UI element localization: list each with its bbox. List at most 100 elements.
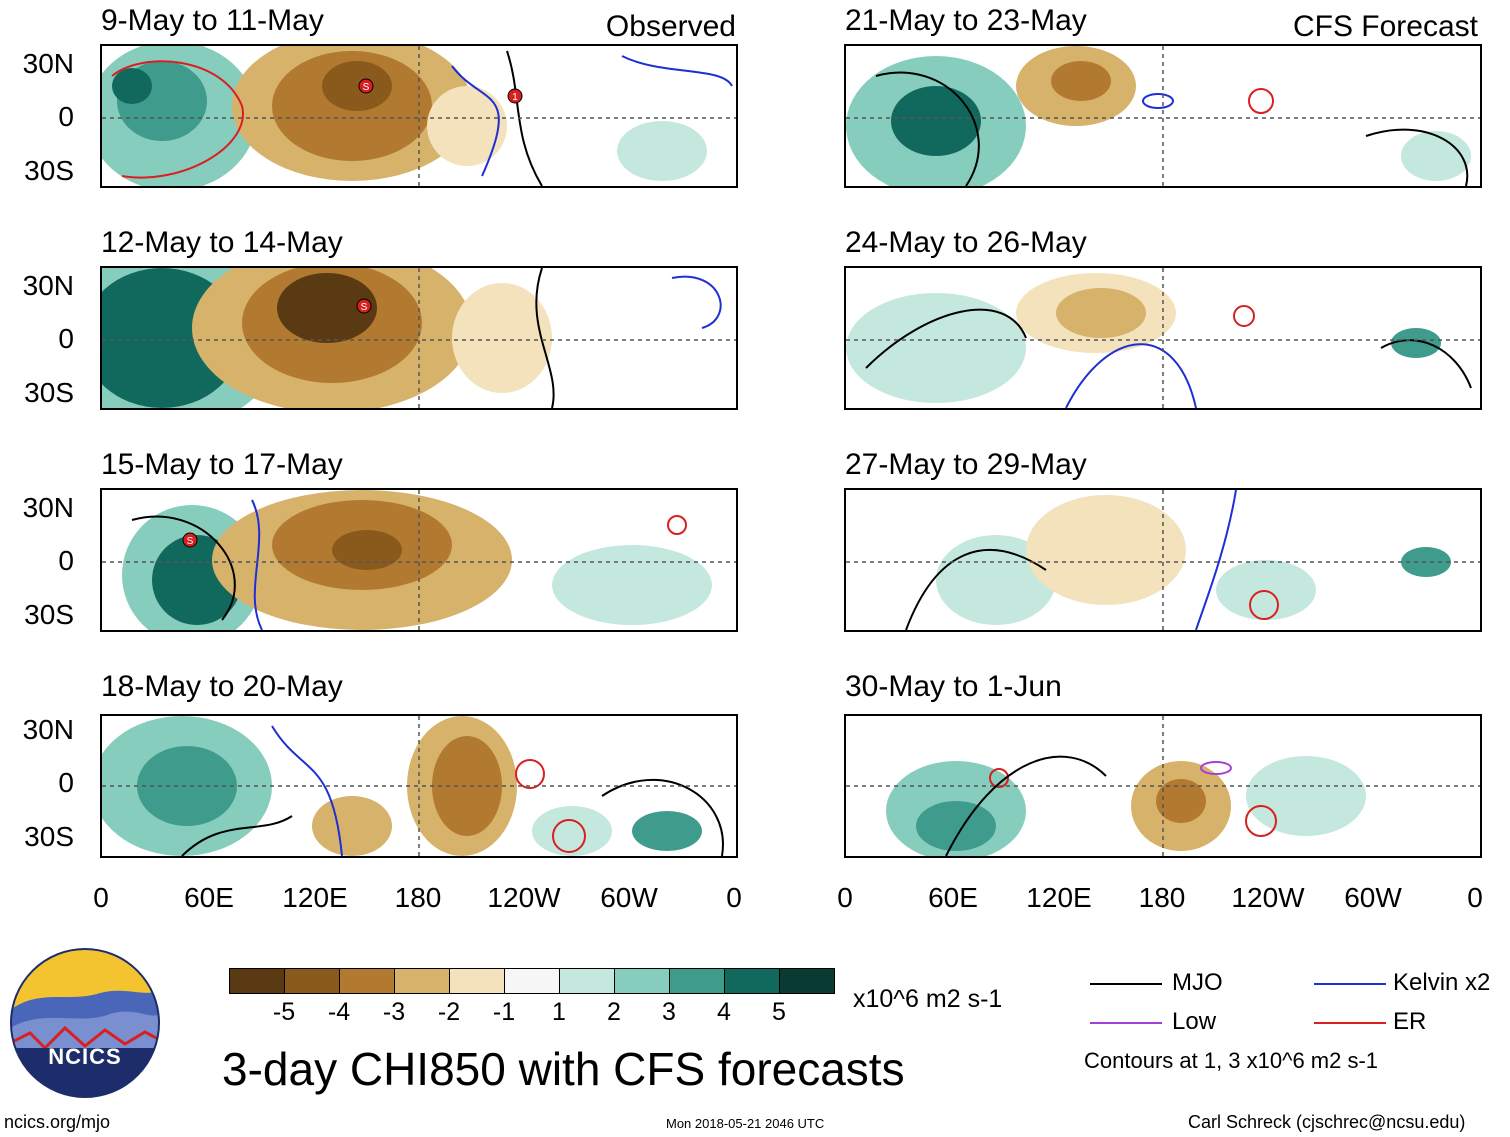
anomaly-wet bbox=[1401, 131, 1471, 181]
anomaly-wet bbox=[1216, 560, 1316, 620]
lat-label: 0 bbox=[58, 101, 74, 132]
colorbar-units: x10^6 m2 s-1 bbox=[853, 985, 1003, 1013]
map-panel-observed-3: S bbox=[100, 488, 738, 632]
anomaly-wet bbox=[1391, 328, 1441, 358]
anomaly-dry bbox=[332, 530, 402, 570]
er-contour bbox=[1249, 590, 1279, 620]
legend-swatch-kelvin bbox=[1314, 983, 1386, 985]
lat-label: 0 bbox=[58, 323, 74, 354]
mjo-contour bbox=[601, 778, 724, 856]
mjo-contour bbox=[1380, 339, 1472, 389]
anomaly-dry bbox=[427, 86, 507, 166]
logo-text: NCICS bbox=[48, 1044, 122, 1069]
footer-timestamp: Mon 2018-05-21 2046 UTC bbox=[666, 1116, 825, 1131]
anomaly-wet bbox=[532, 806, 612, 856]
legend-contours-note: Contours at 1, 3 x10^6 m2 s-1 bbox=[1084, 1048, 1379, 1073]
lon-label: 0 bbox=[726, 882, 742, 913]
kelvin-contour bbox=[271, 725, 343, 856]
storm-marker-symbol: S bbox=[363, 82, 370, 93]
er-contour bbox=[552, 819, 586, 853]
lat-label: 0 bbox=[58, 767, 74, 798]
lat-label: 30S bbox=[24, 377, 74, 408]
storm-marker-symbol: S bbox=[361, 302, 368, 313]
anomaly-dry bbox=[277, 273, 377, 343]
map-field bbox=[846, 46, 1480, 186]
lat-label: 30S bbox=[24, 599, 74, 630]
footer-credit: Carl Schreck (cjschrec@ncsu.edu) bbox=[1188, 1112, 1466, 1132]
legend-label-low: Low bbox=[1172, 1008, 1217, 1035]
legend-label-kelvin: Kelvin x2 bbox=[1393, 969, 1491, 996]
anomaly-dry bbox=[452, 283, 552, 393]
colorbar-swatch bbox=[230, 969, 284, 993]
anomaly-dry bbox=[1026, 495, 1186, 605]
kelvin-contour bbox=[251, 499, 263, 630]
panel-title-left-1: 9-May to 11-May bbox=[101, 4, 324, 37]
panel-title-right-4: 30-May to 1-Jun bbox=[845, 670, 1062, 703]
colorbar-label: -3 bbox=[382, 998, 406, 1026]
anomaly-wet bbox=[617, 121, 707, 181]
lon-label: 120E bbox=[1026, 882, 1092, 913]
forecast-label: CFS Forecast bbox=[1292, 10, 1478, 43]
lat-label: 30N bbox=[22, 492, 74, 523]
lon-label: 120W bbox=[1231, 882, 1305, 913]
mjo-contour bbox=[181, 815, 293, 856]
storm-marker bbox=[507, 88, 523, 104]
map-field bbox=[846, 268, 1480, 408]
legend-label-mjo: MJO bbox=[1172, 969, 1223, 996]
footer-url[interactable]: ncics.org/mjo bbox=[4, 1112, 111, 1132]
lon-label: 60W bbox=[1344, 882, 1402, 913]
lat-label: 30S bbox=[24, 821, 74, 852]
colorbar-swatch bbox=[394, 969, 449, 993]
colorbar-label: 1 bbox=[552, 998, 566, 1026]
kelvin-contour bbox=[1065, 343, 1197, 408]
lon-label: 0 bbox=[837, 882, 853, 913]
anomaly-dry bbox=[1056, 288, 1146, 338]
mjo-contour bbox=[1365, 128, 1469, 186]
er-contour bbox=[1245, 805, 1277, 837]
colorbar-swatch bbox=[614, 969, 669, 993]
map-field bbox=[102, 716, 736, 856]
anomaly-wet bbox=[112, 68, 152, 104]
map-field bbox=[846, 716, 1480, 856]
lon-label: 60E bbox=[184, 882, 234, 913]
mjo-contour bbox=[865, 308, 1027, 369]
map-panel-forecast-1 bbox=[844, 44, 1482, 188]
panel-title-right-2: 24-May to 26-May bbox=[845, 226, 1087, 259]
colorbar-label: -5 bbox=[272, 998, 296, 1026]
anomaly-wet bbox=[891, 86, 981, 156]
colorbar-swatch bbox=[669, 969, 724, 993]
lon-label: 60W bbox=[600, 882, 658, 913]
lon-label: 120W bbox=[487, 882, 561, 913]
colorbar-swatch bbox=[724, 969, 779, 993]
kelvin-contour bbox=[1142, 93, 1174, 109]
er-contour bbox=[667, 515, 687, 535]
mjo-contour bbox=[131, 515, 236, 621]
storm-marker-symbol: 1 bbox=[512, 92, 518, 103]
panel-title-right-3: 27-May to 29-May bbox=[845, 448, 1087, 481]
anomaly-dry bbox=[322, 61, 392, 111]
anomaly-wet bbox=[137, 746, 237, 826]
er-contour bbox=[111, 60, 244, 179]
map-field: S bbox=[102, 490, 736, 630]
anomaly-dry bbox=[1156, 779, 1206, 823]
lat-label: 0 bbox=[58, 545, 74, 576]
mjo-contour bbox=[506, 50, 543, 186]
colorbar-label: -1 bbox=[492, 998, 516, 1026]
anomaly-wet bbox=[1246, 756, 1366, 836]
anomaly-wet bbox=[632, 811, 702, 851]
lat-label: 30N bbox=[22, 714, 74, 745]
lon-label: 180 bbox=[1138, 882, 1186, 913]
map-panel-forecast-4 bbox=[844, 714, 1482, 858]
kelvin-contour bbox=[621, 55, 733, 87]
anomaly-dry bbox=[432, 736, 502, 836]
observed-label: Observed bbox=[605, 10, 736, 43]
map-panel-forecast-3 bbox=[844, 488, 1482, 632]
storm-marker bbox=[182, 532, 198, 548]
er-contour bbox=[1233, 305, 1255, 327]
colorbar-label: 2 bbox=[607, 998, 621, 1026]
lat-label: 30N bbox=[22, 48, 74, 79]
lon-label: 60E bbox=[928, 882, 978, 913]
panel-title-left-3: 15-May to 17-May bbox=[101, 448, 343, 481]
anomaly-wet bbox=[846, 293, 1026, 403]
colorbar-swatch bbox=[449, 969, 504, 993]
